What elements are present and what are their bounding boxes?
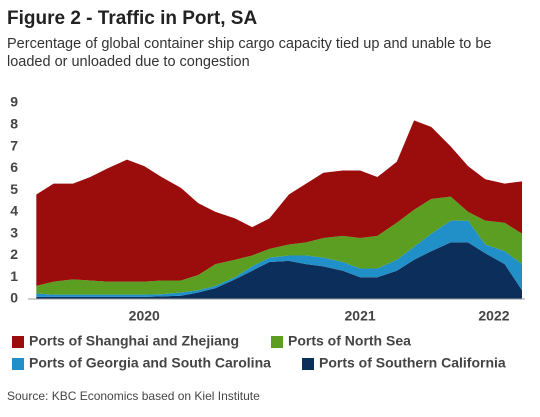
x-tick-label: 2020	[129, 308, 160, 324]
y-tick-label: 3	[10, 224, 18, 240]
x-tick-label: 2022	[478, 308, 509, 324]
legend-label: Ports of Southern California	[319, 355, 506, 371]
legend-label: Ports of Shanghai and Zhejiang	[29, 333, 239, 349]
area	[36, 196, 522, 295]
chart-subtitle: loaded or unloaded due to congestion	[7, 54, 250, 70]
y-tick-label: 9	[10, 94, 18, 110]
chart-title: Figure 2 - Traffic in Port, SA	[7, 8, 257, 29]
legend-swatch	[12, 336, 24, 348]
legend-swatch	[302, 358, 314, 370]
x-tick-label: 2021	[345, 308, 376, 324]
area	[36, 242, 522, 299]
y-tick-label: 5	[10, 181, 18, 197]
legend-swatch	[12, 358, 24, 370]
area	[36, 220, 522, 297]
y-tick-label: 2	[10, 246, 18, 262]
y-tick-label: 6	[10, 159, 18, 175]
legend-label: Ports of Georgia and South Carolina	[29, 355, 271, 371]
source-note: Source: KBC Economics based on Kiel Inst…	[7, 389, 260, 403]
chart-subtitle: Percentage of global container ship carg…	[7, 36, 491, 52]
legend-swatch	[271, 336, 283, 348]
y-tick-label: 0	[10, 290, 18, 306]
y-tick-label: 7	[10, 137, 18, 153]
area	[36, 120, 522, 286]
legend-label: Ports of North Sea	[288, 333, 411, 349]
y-tick-label: 8	[10, 115, 18, 131]
y-tick-label: 1	[10, 268, 18, 284]
y-tick-label: 4	[10, 203, 18, 219]
